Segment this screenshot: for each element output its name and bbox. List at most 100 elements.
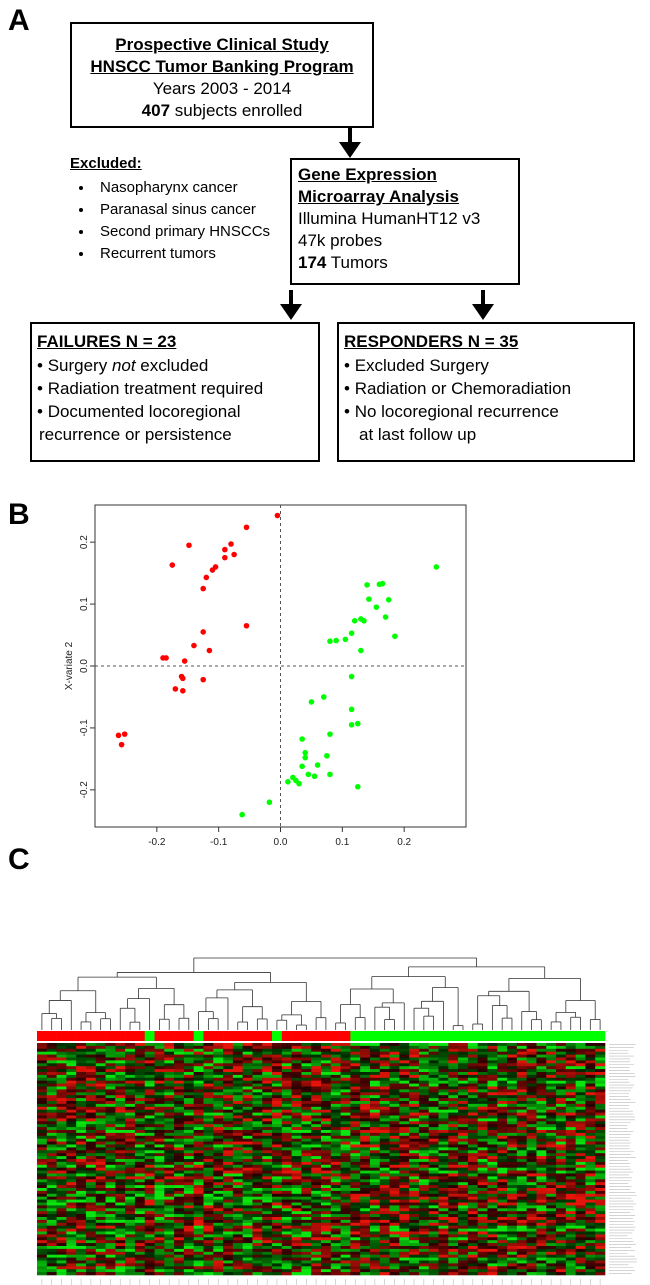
heatmap-cell (399, 1225, 410, 1229)
heatmap-cell (350, 1263, 361, 1267)
heatmap-cell (516, 1144, 527, 1148)
heatmap-cell (458, 1164, 469, 1168)
heatmap-cell (497, 1080, 508, 1084)
heatmap-cell (409, 1147, 420, 1151)
heatmap-cell (369, 1095, 381, 1099)
heatmap-cell (311, 1222, 322, 1226)
heatmap-cell (311, 1121, 322, 1125)
heatmap-cell (242, 1260, 253, 1264)
heatmap-cell (546, 1156, 557, 1160)
heatmap-cell (154, 1196, 165, 1200)
heatmap-cell (46, 1202, 57, 1206)
heatmap-cell (203, 1170, 214, 1174)
heatmap-cell (467, 1083, 478, 1087)
heatmap-cell (350, 1069, 361, 1073)
heatmap-cell (311, 1045, 322, 1050)
heatmap-cell (174, 1272, 185, 1276)
heatmap-cell (467, 1132, 478, 1137)
heatmap-cell (115, 1109, 126, 1113)
heatmap-cell (183, 1106, 194, 1110)
heatmap-cell (134, 1196, 146, 1200)
heatmap-cell (565, 1161, 576, 1166)
heatmap-cell (536, 1153, 547, 1157)
heatmap-cell (125, 1098, 136, 1102)
heatmap-cell (389, 1234, 400, 1238)
heatmap-cell (497, 1254, 508, 1258)
heatmap-cell (252, 1112, 263, 1116)
heatmap-cell (281, 1109, 292, 1113)
heatmap-cell (546, 1211, 557, 1215)
heatmap-cell (95, 1272, 106, 1276)
heatmap-cell (46, 1176, 57, 1180)
heatmap-cell (252, 1159, 263, 1163)
heatmap-cell (360, 1083, 371, 1087)
heatmap-cell (526, 1269, 537, 1273)
heatmap-cell (546, 1228, 557, 1232)
heatmap-cell (389, 1214, 400, 1218)
heatmap-cell (369, 1199, 381, 1203)
heatmap-cell (281, 1228, 292, 1232)
heatmap-cell (281, 1083, 292, 1087)
heatmap-cell (242, 1138, 253, 1142)
failure-point (212, 564, 219, 570)
heatmap-cell (154, 1130, 165, 1134)
failure-point (243, 524, 250, 531)
heatmap-cell (409, 1182, 420, 1186)
heatmap-cell (448, 1153, 459, 1157)
heatmap-cell (291, 1095, 302, 1099)
heatmap-cell (183, 1202, 194, 1206)
heatmap-cell (281, 1063, 292, 1067)
heatmap-cell (546, 1074, 557, 1079)
heatmap-cell (252, 1130, 263, 1134)
heatmap-cell (291, 1185, 302, 1189)
heatmap-cell (389, 1063, 400, 1067)
heatmap-cell (360, 1098, 371, 1102)
heatmap-cell (389, 1141, 400, 1145)
heatmap-cell (46, 1208, 57, 1212)
heatmap-cell (115, 1219, 126, 1224)
heatmap-cell (311, 1190, 322, 1195)
failure-point (243, 622, 250, 629)
heatmap-cell (272, 1173, 283, 1177)
heatmap-cell (399, 1109, 410, 1113)
heatmap-cell (428, 1193, 439, 1197)
heatmap-cell (85, 1121, 97, 1125)
heatmap-cell (389, 1051, 400, 1055)
heatmap-cell (467, 1147, 478, 1151)
heatmap-cell (66, 1176, 77, 1180)
heatmap-cell (154, 1237, 165, 1241)
heatmap-cell (516, 1248, 527, 1253)
heatmap-cell (125, 1141, 136, 1145)
heatmap-cell (301, 1057, 312, 1061)
heatmap-cell (46, 1237, 57, 1241)
heatmap-cell (507, 1222, 518, 1226)
heatmap-cell (477, 1156, 488, 1160)
heatmap-cell (37, 1234, 48, 1238)
heatmap-cell (37, 1057, 48, 1061)
heatmap-cell (477, 1202, 488, 1206)
heatmap-cell (95, 1196, 106, 1200)
heatmap-cell (350, 1106, 361, 1110)
heatmap-cell (134, 1112, 146, 1116)
heatmap-cell (516, 1063, 527, 1067)
heatmap-cell (66, 1101, 77, 1105)
heatmap-cell (125, 1173, 136, 1177)
heatmap-cell (213, 1051, 224, 1055)
heatmap-cell (546, 1063, 557, 1067)
heatmap-cell (350, 1246, 361, 1250)
heatmap-cell (360, 1124, 371, 1128)
heatmap-cell (66, 1205, 77, 1209)
heatmap-cell (144, 1193, 155, 1197)
heatmap-cell (85, 1048, 97, 1052)
heatmap-cell (311, 1077, 322, 1081)
heatmap-cell (76, 1077, 87, 1081)
heatmap-cell (37, 1063, 48, 1067)
heatmap-cell (321, 1054, 332, 1058)
heatmap-cell (428, 1159, 439, 1163)
heatmap-cell (428, 1051, 439, 1055)
heatmap-cell (507, 1167, 518, 1171)
heatmap-cell (262, 1098, 273, 1102)
heatmap-cell (321, 1199, 332, 1203)
heatmap-cell (565, 1246, 576, 1250)
heatmap-cell (95, 1248, 106, 1253)
